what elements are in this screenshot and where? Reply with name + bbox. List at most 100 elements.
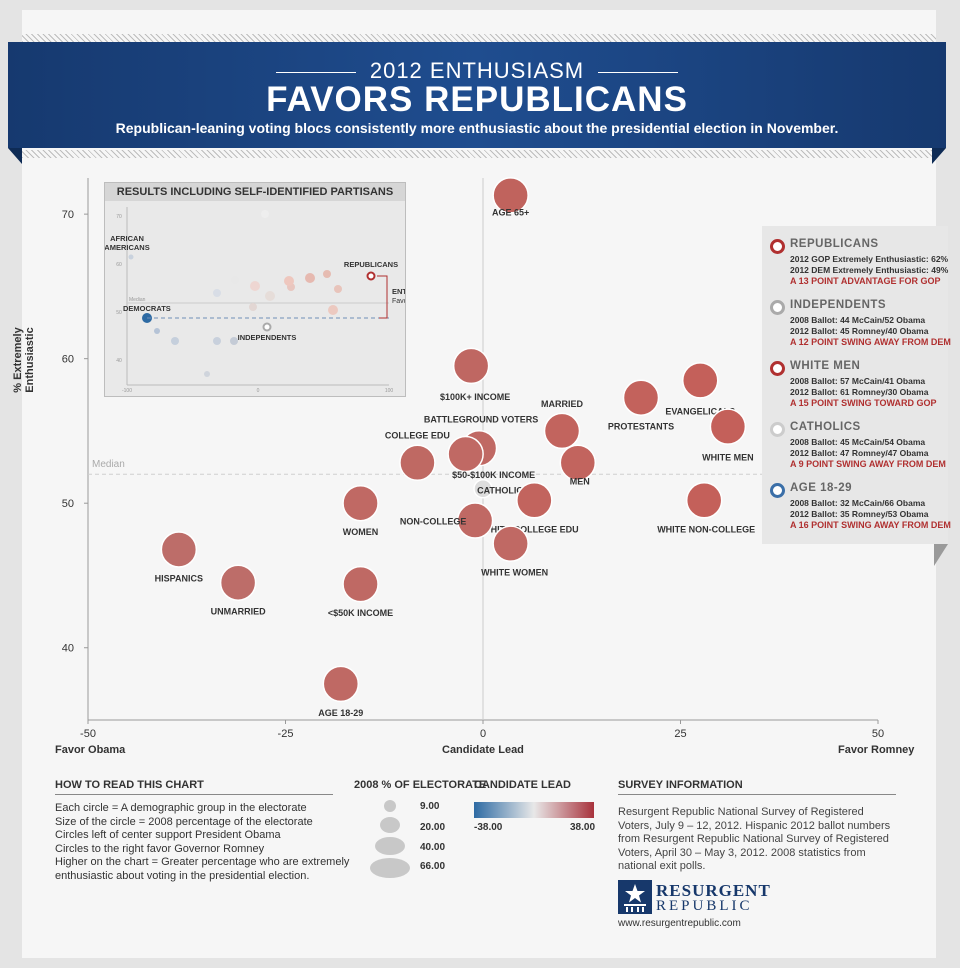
data-point bbox=[399, 444, 436, 481]
legend-line: 2012 Ballot: 61 Romney/30 Obama bbox=[790, 387, 929, 397]
legend-line: 2008 Ballot: 45 McCain/54 Obama bbox=[790, 437, 926, 447]
inset-faint-point bbox=[250, 281, 260, 291]
inset-republicans-point bbox=[366, 271, 376, 281]
data-point-label: WHITE MEN bbox=[702, 453, 754, 463]
inset-x-tick: 100 bbox=[385, 388, 394, 394]
data-point bbox=[709, 408, 747, 445]
lead-legend-gradient bbox=[474, 802, 594, 818]
how-to-line: Higher on the chart = Greater percentage… bbox=[55, 856, 350, 882]
inset-label-democrats: DEMOCRATS bbox=[123, 304, 171, 313]
hatch-band-top bbox=[22, 34, 936, 42]
inset-label-african-americans: AFRICAN bbox=[110, 234, 144, 243]
data-point-label: NON-COLLEGE bbox=[400, 517, 467, 527]
data-point-label: WHITE WOMEN bbox=[481, 568, 548, 578]
legend-heading: AGE 18-29 bbox=[790, 482, 853, 494]
y-tick-label: 70 bbox=[62, 209, 74, 221]
how-to-line: Each circle = A demographic group in the… bbox=[55, 802, 307, 814]
size-legend-value: 9.00 bbox=[420, 801, 440, 812]
legend-line: 2012 Ballot: 35 Romney/53 Obama bbox=[790, 509, 929, 519]
inset-gap-bracket bbox=[377, 275, 388, 319]
data-point-label: $100K+ INCOME bbox=[440, 392, 510, 402]
legend-highlight: A 15 POINT SWING TOWARD GOP bbox=[790, 398, 937, 408]
legend-line: 2012 DEM Extremely Enthusiastic: 49% bbox=[790, 265, 949, 275]
inset-faint-point bbox=[284, 276, 294, 286]
size-legend-circle bbox=[384, 800, 396, 812]
inset-label-independents: INDEPENDENTS bbox=[238, 333, 297, 342]
logo-line2: REPUBLIC bbox=[656, 898, 753, 914]
inset-faint-point bbox=[305, 273, 315, 283]
legend-line: 2008 Ballot: 32 McCain/66 Obama bbox=[790, 498, 926, 508]
median-label: Median bbox=[92, 459, 125, 470]
banner-title-line1: 2012 ENTHUSIASM bbox=[8, 58, 946, 84]
data-point bbox=[685, 482, 723, 519]
x-axis-left-label: Favor Obama bbox=[55, 744, 126, 756]
how-to-line: Circles to the right favor Governor Romn… bbox=[55, 842, 265, 855]
data-point bbox=[452, 347, 490, 385]
data-point-label: WOMEN bbox=[343, 527, 379, 537]
legend-highlight: A 9 POINT SWING AWAY FROM DEM bbox=[790, 459, 946, 469]
data-point-label: EVANGELICALS bbox=[665, 406, 735, 416]
banner-title-line2: FAVORS REPUBLICANS bbox=[266, 80, 688, 119]
data-point-label: WHITE NON-COLLEGE bbox=[657, 524, 755, 534]
survey-text: Resurgent Republic National Survey of Re… bbox=[618, 806, 891, 872]
data-point-label: CATHOLICS bbox=[477, 486, 529, 496]
legend-highlight: A 16 POINT SWING AWAY FROM DEM bbox=[790, 520, 951, 530]
sidebar-fold bbox=[934, 544, 948, 566]
data-point bbox=[492, 177, 529, 214]
how-to-line: Size of the circle = 2008 percentage of … bbox=[55, 815, 313, 828]
survey-heading: SURVEY INFORMATION bbox=[618, 779, 743, 791]
inset-faint-point bbox=[231, 276, 239, 284]
size-legend-circle bbox=[380, 817, 400, 833]
data-point-label: MARRIED bbox=[541, 399, 583, 409]
size-legend-value: 40.00 bbox=[420, 842, 446, 853]
data-point bbox=[456, 502, 494, 539]
legend-ring-icon bbox=[770, 422, 785, 437]
legend-highlight: A 13 POINT ADVANTAGE FOR GOP bbox=[790, 276, 941, 286]
legend-highlight: A 12 POINT SWING AWAY FROM DEM bbox=[790, 337, 951, 347]
size-legend-value: 66.00 bbox=[420, 861, 446, 872]
data-point-label: AGE 65+ bbox=[492, 207, 529, 217]
data-point-label: WHITE COLLEGE EDU bbox=[482, 524, 579, 534]
lead-legend-min: -38.00 bbox=[474, 822, 503, 833]
how-to-heading: HOW TO READ THIS CHART bbox=[55, 779, 204, 791]
size-legend-circle bbox=[370, 858, 410, 878]
inset-gap-title: ENTHUSIASM GAP bbox=[392, 287, 405, 296]
inset-faint-point bbox=[154, 328, 160, 334]
inset-faint-point bbox=[265, 291, 275, 301]
legend-ring-icon bbox=[770, 361, 785, 376]
hatch-band-bottom bbox=[22, 150, 936, 158]
inset-independents-point bbox=[262, 322, 272, 332]
size-legend bbox=[370, 800, 410, 878]
data-point bbox=[492, 525, 529, 562]
data-point bbox=[342, 484, 379, 522]
inset-faint-point bbox=[334, 285, 342, 293]
data-point bbox=[219, 564, 257, 601]
inset-faint-point bbox=[249, 303, 257, 311]
x-tick-label: 25 bbox=[674, 728, 686, 740]
inset-faint-point bbox=[204, 371, 210, 377]
data-point-label: PROTESTANTS bbox=[608, 422, 674, 432]
inset-x-tick: -100 bbox=[122, 388, 132, 394]
data-point-label: $50-$100K INCOME bbox=[452, 470, 535, 480]
size-legend-circle bbox=[375, 837, 405, 855]
y-axis-label: % Extremely Enthusiastic bbox=[12, 327, 36, 393]
inset-faint-point bbox=[213, 337, 221, 345]
data-point-label: UNMARRIED bbox=[211, 607, 266, 617]
data-point-label: BATTLEGROUND VOTERS bbox=[424, 414, 538, 424]
data-point bbox=[622, 379, 660, 416]
data-point bbox=[342, 565, 379, 603]
how-to-rule bbox=[55, 794, 333, 795]
inset-gap-text: Favors GOP by 13 points bbox=[392, 298, 405, 305]
data-point-label: COLLEGE EDU bbox=[385, 431, 450, 441]
inset-x-tick: 0 bbox=[257, 388, 260, 394]
y-tick-label: 60 bbox=[62, 354, 74, 366]
legend-line: 2008 Ballot: 44 McCain/52 Obama bbox=[790, 315, 926, 325]
legend-heading: CATHOLICS bbox=[790, 421, 861, 433]
lead-legend-heading: CANDIDATE LEAD bbox=[474, 779, 571, 791]
how-to-text: Each circle = A demographic group in the… bbox=[55, 802, 355, 883]
x-axis-label: Candidate Lead bbox=[442, 744, 524, 756]
inset-median-label: Median bbox=[129, 297, 146, 303]
data-point bbox=[543, 412, 581, 450]
